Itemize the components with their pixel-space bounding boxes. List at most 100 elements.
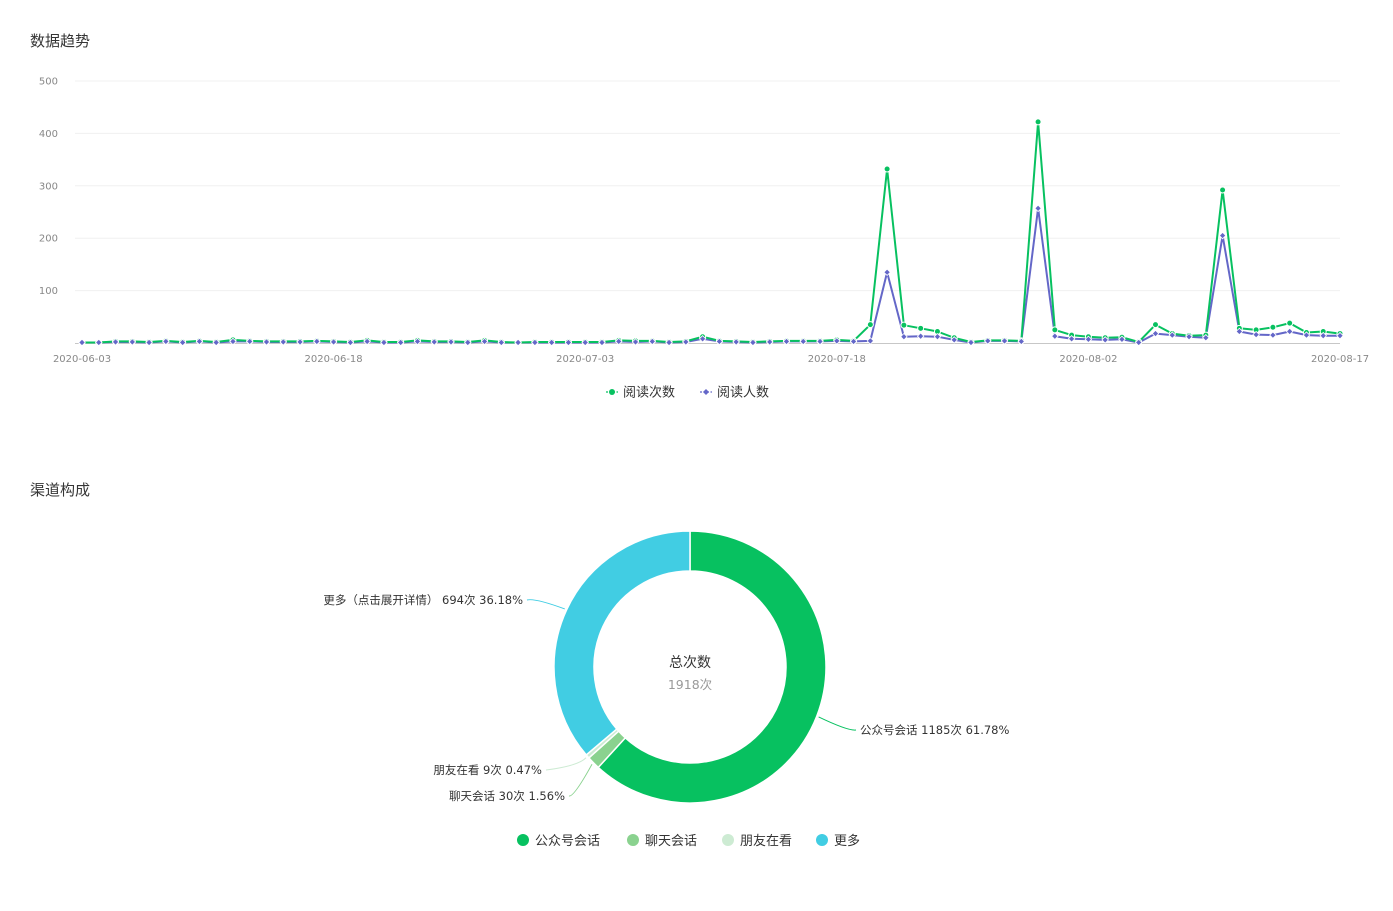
data-point [1084,335,1093,344]
data-point [514,338,522,347]
x-tick-label: 2020-07-03 [556,354,614,365]
data-point [547,338,556,347]
y-tick-label: 500 [39,77,58,88]
data-point [732,338,740,346]
x-tick-label: 2020-07-18 [808,354,866,365]
data-point [1000,337,1009,345]
data-point [95,338,103,347]
donut-labels: 公众号会话 1185次 61.78% 聊天会话 30次 1.56% 朋友在看 9次 … [323,593,1009,803]
series-line-1 [82,207,1340,344]
donut-slice-1 [587,730,627,769]
legend-dot [627,834,639,846]
channel-legend-item-3[interactable]: 更多 [816,833,860,849]
data-point [1134,338,1143,347]
donut-slice-3 [553,530,691,756]
data-point [464,338,472,347]
series-line-0 [82,120,1341,344]
data-point [128,338,137,346]
data-point [916,332,925,340]
slice-label: 聊天会话 30次 1.56% [449,789,565,803]
data-point [665,338,673,347]
donut-slice-0 [597,530,827,804]
data-point [682,338,690,346]
donut-slices [553,530,827,804]
x-tick-label: 2020-06-18 [305,354,363,365]
data-point [1017,337,1026,346]
data-point [229,337,237,346]
legend-label: 阅读次数 [623,385,675,401]
data-point [1034,118,1042,126]
data-point [396,338,405,347]
data-point [581,338,589,347]
data-point [178,338,187,347]
data-point [1319,331,1327,340]
data-point [480,337,489,346]
data-point [1067,335,1076,343]
legend-label: 更多 [834,833,860,849]
data-point [497,338,506,347]
data-point [1051,326,1059,334]
legend-marker [703,389,709,395]
data-point [1101,336,1109,344]
data-point [1151,321,1159,329]
data-point [380,338,388,347]
data-point [1286,319,1294,327]
channel-legend-item-2[interactable]: 朋友在看 [722,833,792,849]
data-point [950,336,958,344]
data-point [78,338,86,347]
data-point [1302,331,1311,339]
data-point [900,321,908,329]
data-point [765,338,774,346]
data-point [1252,330,1260,339]
data-point [967,338,975,347]
data-point [883,165,891,173]
data-point [1235,327,1244,336]
data-point [212,338,220,347]
data-point [1202,333,1210,342]
data-point [933,332,942,341]
slice-label: 朋友在看 9次 0.47% [433,763,542,777]
data-point [749,338,757,347]
data-point [329,338,338,346]
donut-center-value: 1918次 [668,677,712,692]
data-point [313,337,321,346]
data-point [983,337,992,345]
legend-label: 朋友在看 [740,833,792,849]
legend-dot [517,834,529,846]
channel-legend-item-0[interactable]: 公众号会话 [517,834,600,849]
data-point [715,337,724,346]
y-axis-ticks: 100 200 300 400 500 [39,77,58,298]
data-point [111,338,120,346]
legend-label: 公众号会话 [535,834,600,849]
data-point [1151,329,1160,338]
slice-label: 更多（点击展开详情） 694次 36.18% [323,593,523,607]
x-tick-label: 2020-08-02 [1059,354,1117,365]
data-point [849,337,858,346]
label-leader-line [818,716,857,731]
data-point [430,338,439,346]
legend-marker [609,389,615,395]
data-point [631,338,640,346]
legend-item-1[interactable]: 阅读人数 [700,386,769,401]
data-point [145,338,153,347]
trend-section-title: 数据趋势 [30,32,91,50]
data-point [1051,332,1059,340]
y-tick-label: 400 [39,129,58,140]
legend-item-0[interactable]: 阅读次数 [606,385,675,401]
data-point [698,335,707,343]
channel-section-title: 渠道构成 [30,481,91,499]
data-point [1218,231,1227,240]
channel-legend-item-1[interactable]: 聊天会话 [627,834,697,849]
data-point [1285,327,1294,336]
data-point [162,337,170,346]
data-point [866,321,874,329]
label-leader-line [545,757,587,771]
x-axis-ticks: 2020-06-03 2020-06-18 2020-07-03 2020-07-18… [53,354,1369,365]
data-point [799,337,808,346]
legend-dot [722,834,734,846]
trend-legend[interactable]: 阅读次数 阅读人数 [606,385,769,401]
legend-dot [816,834,828,846]
series-points [78,118,1344,347]
channel-legend[interactable]: 公众号会话 聊天会话 朋友在看 更多 [517,833,860,849]
